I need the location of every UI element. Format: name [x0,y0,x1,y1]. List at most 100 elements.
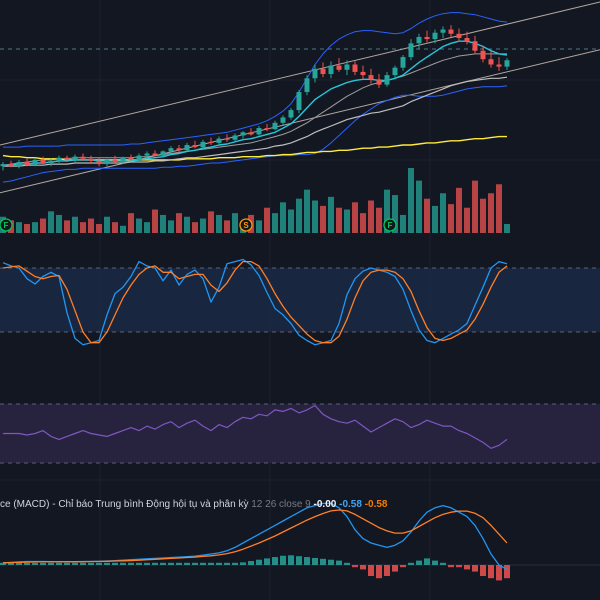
macd-histogram-bar [336,560,342,565]
candle-body [56,157,62,161]
candle-body [272,122,278,130]
candle-body [160,151,166,156]
candle-body [472,41,478,51]
candle-body [448,29,454,34]
macd-histogram-bar [264,558,270,565]
candle-body [304,78,310,93]
volume-bar [384,189,390,233]
volume-bar [288,209,294,233]
volume-bar [400,214,406,233]
volume-bar [232,213,238,233]
candle-body [256,128,262,135]
volume-bar [448,204,454,233]
volume-bar [472,180,478,233]
event-marker-circle [383,218,397,232]
candle-body [24,161,30,166]
event-marker: F [383,218,397,232]
macd-histogram-bar [384,565,390,576]
volume-bar [104,216,110,233]
volume-bar [192,222,198,233]
candle-body [216,138,222,143]
candle-body [200,141,206,148]
macd-histogram-bar [192,562,198,565]
volume-bar [360,213,366,233]
macd-histogram-bar [464,565,470,570]
volume-bar [344,209,350,233]
candle-body [232,135,238,140]
candle-body [120,157,126,162]
candle-body [280,117,286,123]
macd-histogram-bar [40,562,46,565]
volume-bar [488,193,494,233]
macd-histogram-bar [352,565,358,568]
macd-histogram-bar [376,565,382,579]
event-marker-circle [0,218,13,232]
candle-body [136,155,142,160]
volume-bar [64,220,70,233]
candle-body [112,159,118,162]
macd-histogram-bar [64,562,70,565]
candle-body [208,141,214,143]
candle-body [168,148,174,152]
volume-bar [320,205,326,233]
volume-bar [376,207,382,233]
candle-body [432,32,438,40]
macd-histogram-bar [400,565,406,568]
stoch-d-line [2,260,508,344]
candle-body [32,159,38,166]
volume-bar [464,207,470,233]
macd-histogram-bar [496,565,502,581]
volume-bar [312,200,318,233]
macd-histogram-bar [32,562,38,565]
volume-bar [48,211,54,233]
macd-histogram-bar [272,557,278,565]
volume-bar [144,222,150,233]
event-marker-label: F [4,221,9,230]
candle-body [288,110,294,118]
ema-slow-line [3,76,508,167]
macd-histogram-bar [216,562,222,565]
volume-bar [16,222,22,233]
volume-bar [424,198,430,233]
candle-body [240,132,246,136]
bb-upper-line [3,12,508,148]
event-marker: F [0,218,13,232]
event-marker: S [239,218,253,232]
candle-body [64,157,70,160]
macd-histogram-bar [344,562,350,565]
volume-bar [456,187,462,233]
volume-bar [224,220,230,233]
candle-body [296,92,302,111]
candle-body [248,132,254,135]
candle-body [72,156,78,160]
bb-basis-line [2,53,507,166]
macd-histogram-bar [456,565,462,568]
volume-bar [328,196,334,233]
candle-body [416,36,422,44]
candle-body [176,148,182,151]
candle-body [80,156,86,159]
macd-histogram-bar [168,562,174,565]
rsi-line [3,404,508,449]
volume-bar [120,225,126,233]
candle-body [488,59,494,65]
macd-histogram-bar [104,562,110,565]
candle-body [264,128,270,130]
macd-histogram-bar [480,565,486,576]
candle-body [408,43,414,58]
volume-bar [136,218,142,233]
stoch-band-fill [0,268,600,332]
candle-body [16,161,22,167]
macd-histogram-bar [424,558,430,565]
volume-bar [88,218,94,233]
ema-fast-line [3,40,508,166]
histogram-value: -0.58 [364,499,388,510]
volume-bar [480,198,486,233]
candle-body [48,160,54,164]
macd-histogram-bar [432,560,438,565]
volume-bar [392,195,398,233]
macd-histogram-bar [152,562,158,565]
volume-bar [160,214,166,233]
event-marker-circle [239,218,253,232]
